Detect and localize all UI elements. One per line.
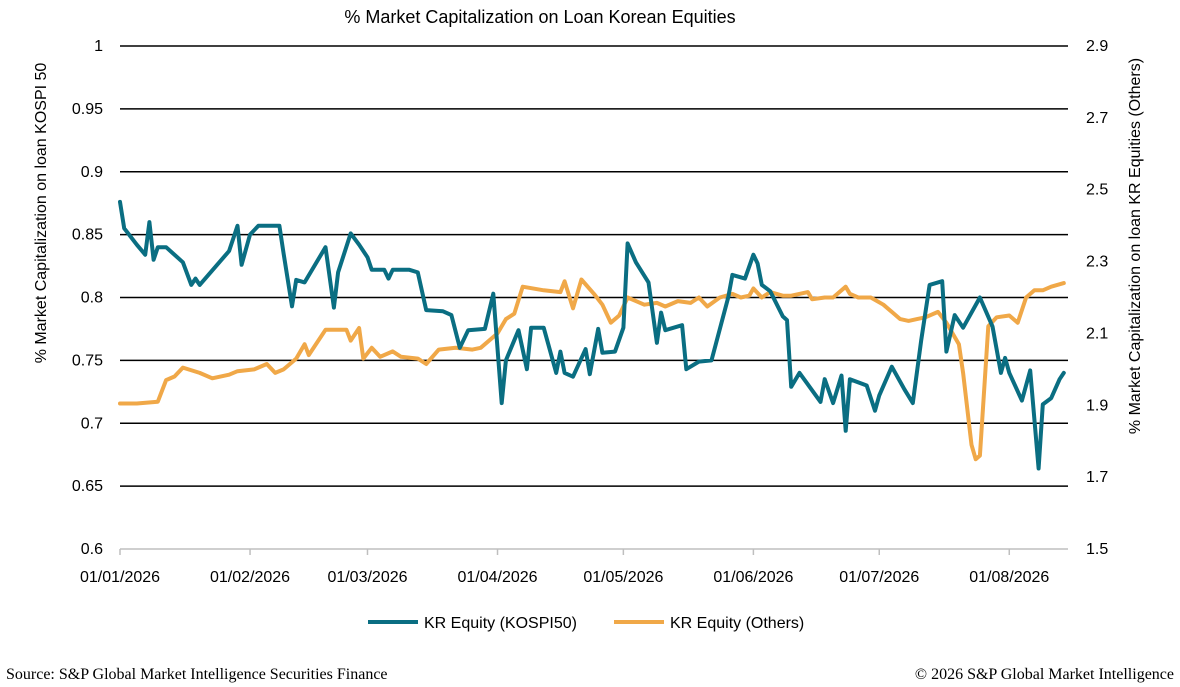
- legend-label-others: KR Equity (Others): [670, 615, 804, 632]
- chart-title: % Market Capitalization on Loan Korean E…: [344, 7, 735, 27]
- legend-label-kospi50: KR Equity (KOSPI50): [424, 615, 577, 632]
- x-axis: 01/01/2026 01/02/2026 01/03/2026 01/04/2026…: [80, 548, 1068, 586]
- right-y-tick-label: 1.5: [1086, 541, 1108, 558]
- left-y-tick-label: 0.6: [81, 541, 103, 558]
- right-y-tick-label: 2.5: [1086, 182, 1108, 199]
- x-tick-label: 01/08/2026: [969, 569, 1049, 586]
- x-tick-label: 01/02/2026: [210, 569, 290, 586]
- left-y-tick-label: 0.95: [72, 101, 103, 118]
- left-y-axis: 0.6 0.65 0.7 0.75 0.8 0.85 0.9 0.95 1: [72, 38, 103, 558]
- left-y-tick-label: 1: [94, 38, 103, 55]
- right-y-axis: 1.5 1.7 1.9 2.1 2.3 2.5 2.7 2.9: [1086, 38, 1108, 558]
- left-y-tick-label: 0.7: [81, 415, 103, 432]
- right-y-tick-label: 2.3: [1086, 254, 1108, 271]
- gridlines: [120, 45, 1068, 487]
- x-tick-label: 01/05/2026: [583, 569, 663, 586]
- left-y-tick-label: 0.85: [72, 227, 103, 244]
- left-y-tick-label: 0.8: [81, 290, 103, 307]
- copyright-note: © 2026 S&P Global Market Intelligence: [914, 666, 1174, 683]
- series-line-kospi50: [118, 199, 1066, 471]
- right-y-tick-label: 2.9: [1086, 38, 1108, 55]
- legend: KR Equity (KOSPI50) KR Equity (Others): [368, 615, 804, 632]
- left-y-tick-label: 0.75: [72, 352, 103, 369]
- series-layer: [118, 199, 1066, 471]
- x-tick-label: 01/03/2026: [327, 569, 407, 586]
- right-y-tick-label: 1.7: [1086, 469, 1108, 486]
- right-y-tick-label: 2.1: [1086, 325, 1108, 342]
- right-y-tick-label: 2.7: [1086, 110, 1108, 127]
- right-y-tick-label: 1.9: [1086, 397, 1108, 414]
- right-y-axis-label: % Market Capitalization on loan KR Equit…: [1127, 58, 1144, 434]
- series-line-others: [118, 277, 1066, 462]
- x-tick-label: 01/04/2026: [457, 569, 537, 586]
- left-y-tick-label: 0.65: [72, 478, 103, 495]
- x-tick-label: 01/07/2026: [839, 569, 919, 586]
- x-tick-label: 01/01/2026: [80, 569, 160, 586]
- left-y-tick-label: 0.9: [81, 164, 103, 181]
- left-y-axis-label: % Market Capitalization on loan KOSPI 50: [33, 63, 50, 364]
- x-tick-label: 01/06/2026: [713, 569, 793, 586]
- source-note: Source: S&P Global Market Intelligence S…: [6, 666, 388, 683]
- line-chart: % Market Capitalization on Loan Korean E…: [33, 7, 1144, 632]
